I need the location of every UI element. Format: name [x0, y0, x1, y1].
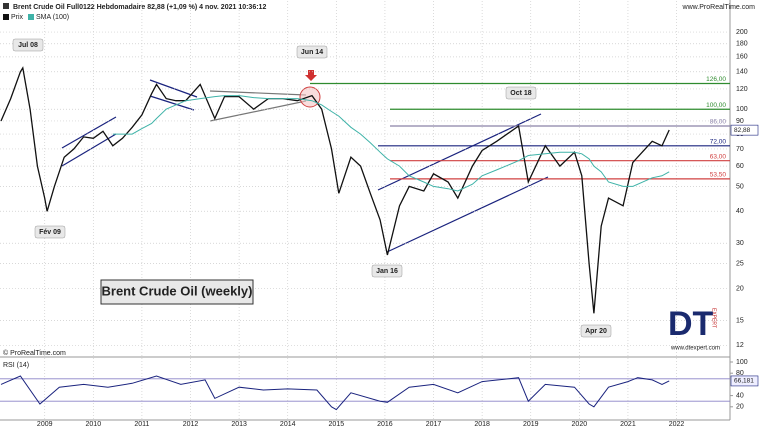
panel-title: RSI (14): [3, 362, 29, 369]
logo-title: DT: [668, 305, 714, 343]
x-tick-label: 2013: [231, 421, 247, 428]
level-label: 72,00: [710, 139, 727, 146]
last-value-box: [730, 375, 759, 387]
arrow: [305, 70, 317, 81]
annotation-box: [12, 38, 44, 52]
x-tick-label: 2016: [377, 421, 393, 428]
legend-label: SMA (100): [36, 14, 69, 21]
y-tick-label: 100: [736, 106, 748, 113]
trendline: [149, 79, 198, 98]
annotation: Brent Crude Oil (weekly): [102, 283, 253, 298]
y-tick-label: 80: [736, 370, 744, 377]
series-line: [112, 95, 670, 192]
annotation: Jan 16: [376, 268, 398, 275]
x-tick-label: 2021: [620, 421, 636, 428]
annotation: Jun 14: [301, 49, 323, 56]
y-tick-label: 25: [736, 260, 744, 267]
trendline: [149, 95, 195, 111]
legend-swatch: [28, 14, 34, 20]
trendline: [61, 133, 117, 167]
logo-subtitle: EXPERT: [711, 308, 717, 328]
x-tick-label: 2019: [523, 421, 539, 428]
annotation-box: [100, 279, 254, 305]
annotation: Fév 09: [39, 229, 61, 236]
level-label: 126,00: [706, 76, 726, 83]
annotation: Oct 18: [510, 90, 532, 97]
y-tick-label: 20: [736, 404, 744, 411]
y-tick-label: 12: [736, 342, 744, 349]
annotation-box: [580, 324, 612, 338]
y-tick-label: 70: [736, 146, 744, 153]
last-value-label: 82,88: [734, 127, 751, 134]
level-label: 86,00: [710, 119, 727, 126]
trendlines: [61, 79, 549, 253]
y-tick-label: 200: [736, 29, 748, 36]
trendline: [209, 100, 307, 122]
annotation-box: [371, 264, 403, 278]
trendline: [209, 90, 307, 96]
y-tick-label: 40: [736, 392, 744, 399]
y-tick-label: 180: [736, 41, 748, 48]
trendline: [61, 116, 117, 149]
logo: DT EXPERT www.dtexpert.com: [668, 305, 720, 352]
y-tick-label: 120: [736, 86, 748, 93]
annotation-box: [296, 45, 328, 59]
logo-url: www.dtexpert.com: [670, 346, 720, 352]
legend-swatch: [3, 14, 9, 20]
y-tick-label: 20: [736, 285, 744, 292]
x-tick-label: 2014: [280, 421, 296, 428]
series-line: [0, 375, 670, 411]
y-tick-label: 100: [736, 359, 748, 366]
y-tick-label: 15: [736, 317, 744, 324]
y-tick-label: 90: [736, 118, 744, 125]
x-tick-label: 2011: [134, 421, 149, 428]
level-label: 63,00: [710, 153, 727, 160]
annotation: Jul 08: [18, 42, 38, 49]
y-tick-label: 160: [736, 54, 748, 61]
legend-label: Prix: [11, 14, 24, 21]
level-label: 100,00: [706, 102, 726, 109]
x-tick-label: 2018: [474, 421, 490, 428]
highlight-circle: [299, 86, 321, 108]
level-label: 53,50: [710, 172, 727, 179]
source: www.ProRealTime.com: [682, 4, 756, 11]
x-tick-label: 2009: [37, 421, 53, 428]
annotation: Apr 20: [585, 328, 607, 335]
x-tick-label: 2020: [572, 421, 588, 428]
y-tick-label: 50: [736, 183, 744, 190]
y-tick-label: 60: [736, 163, 744, 170]
icon: [3, 3, 9, 9]
annotation-box: [505, 86, 537, 100]
x-tick-label: 2012: [183, 421, 199, 428]
trendline: [386, 176, 549, 253]
chart-title: Brent Crude Oil Full0122 Hebdomadaire 82…: [13, 4, 266, 11]
y-tick-label: 30: [736, 240, 744, 247]
y-tick-label: 140: [736, 69, 748, 76]
annotation-box: [34, 225, 66, 239]
copyright: © ProRealTime.com: [3, 349, 66, 357]
last-value-box: [730, 124, 759, 136]
x-tick-label: 2015: [329, 421, 345, 428]
x-tick-label: 2022: [669, 421, 685, 428]
x-tick-label: 2010: [86, 421, 102, 428]
x-tick-label: 2017: [426, 421, 442, 428]
y-tick-label: 40: [736, 208, 744, 215]
last-value-label: 66,181: [734, 378, 754, 385]
trendline: [377, 113, 542, 191]
